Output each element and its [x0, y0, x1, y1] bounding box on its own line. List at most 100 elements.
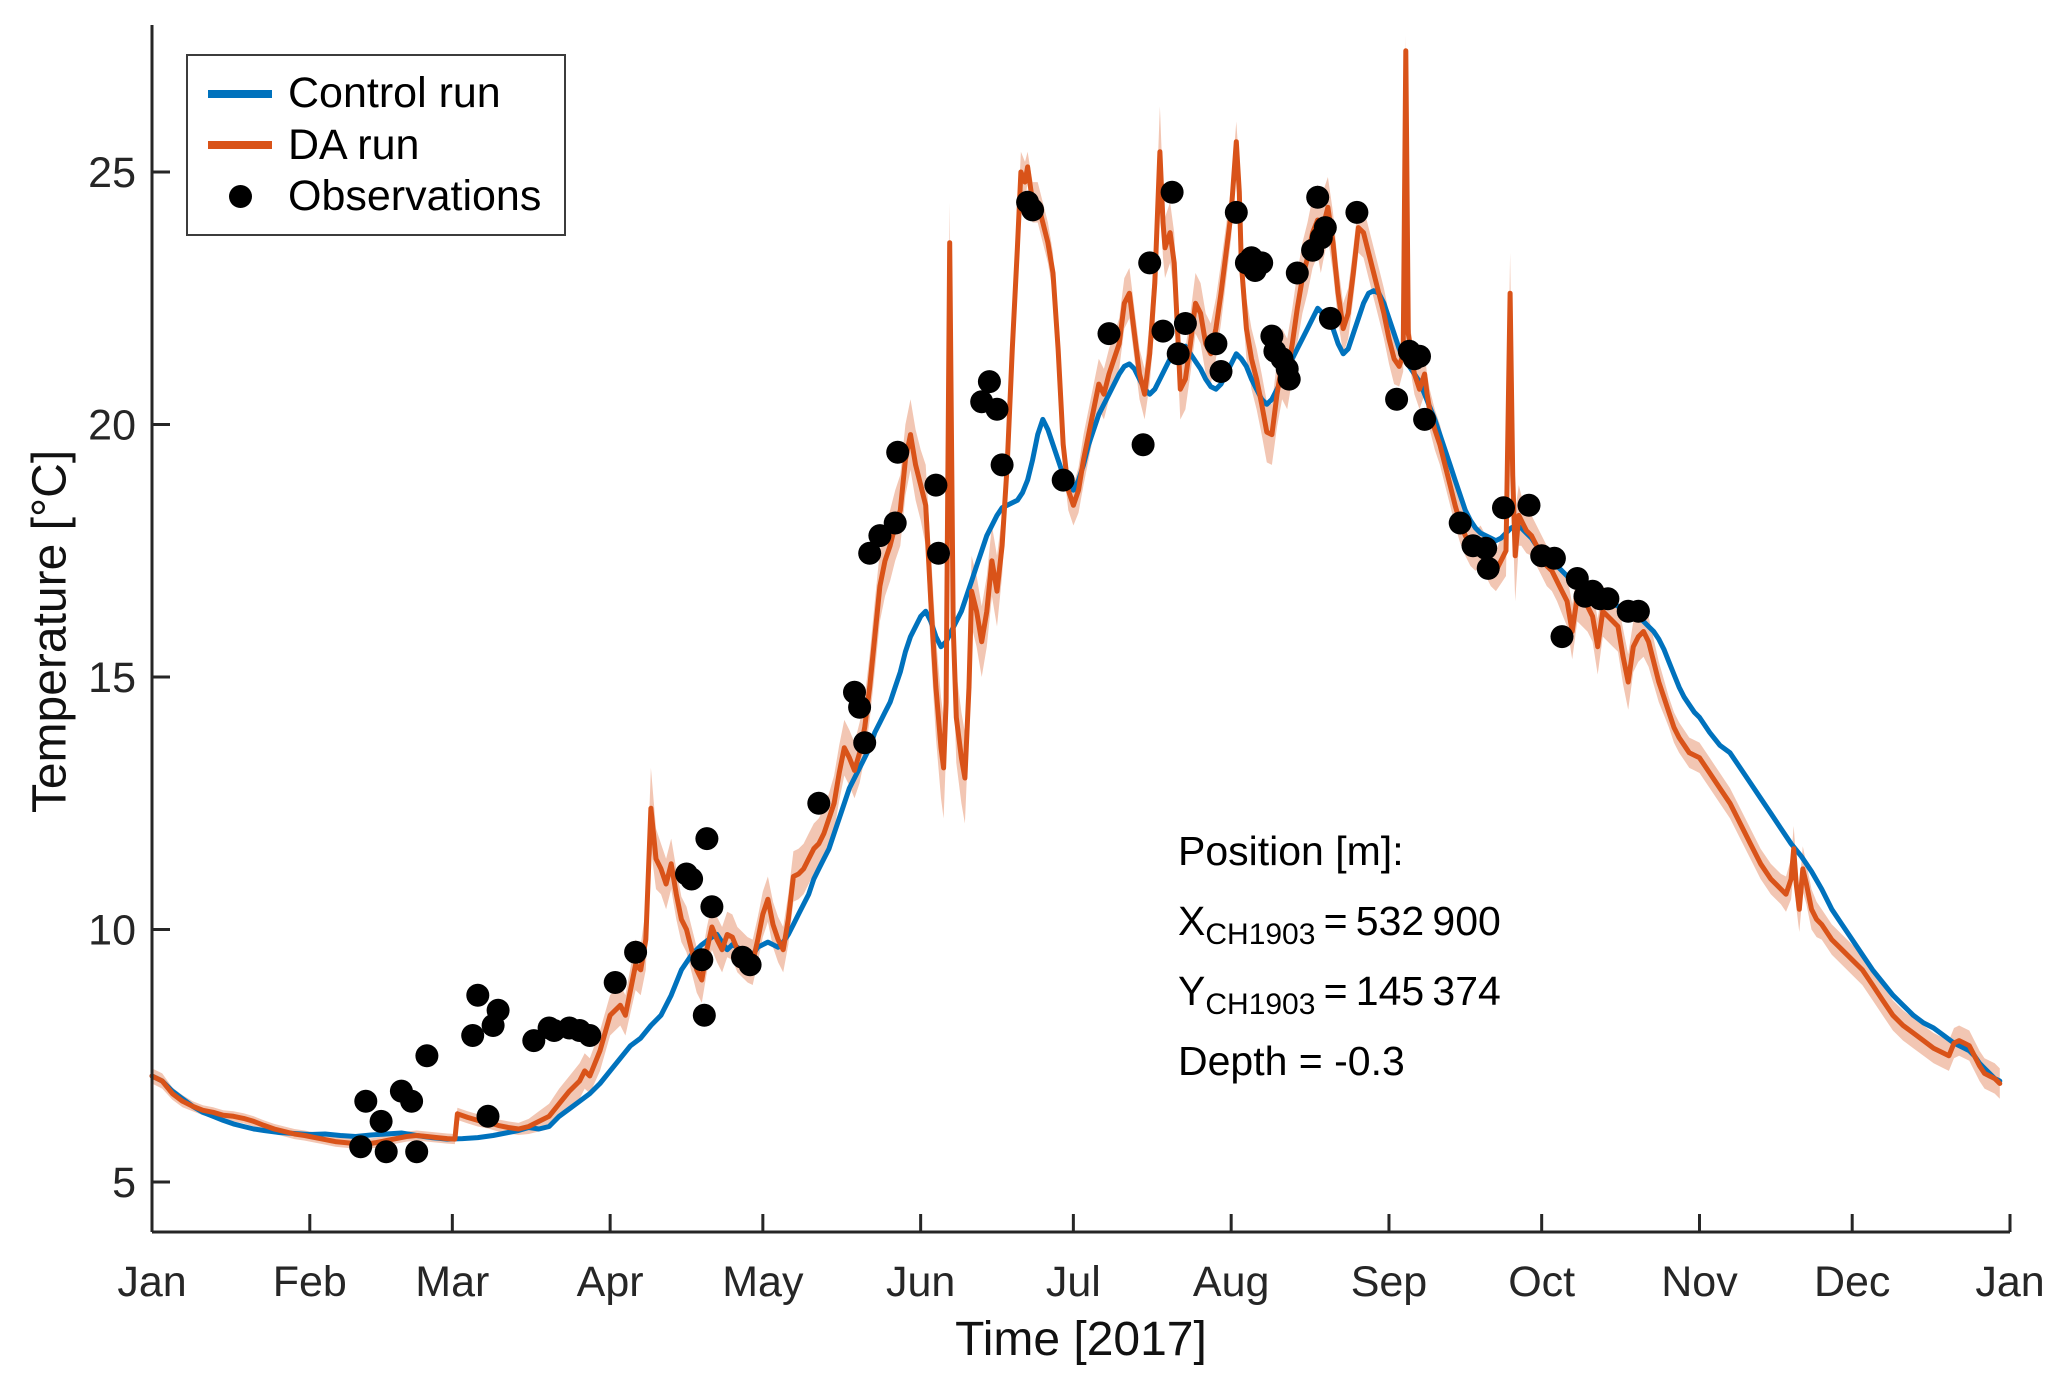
legend: Control run DA run Observations [186, 54, 566, 236]
x-coordinate-subscript: CH1903 [1205, 918, 1316, 952]
observation-point [354, 1089, 378, 1113]
observation-point [603, 971, 627, 994]
observation-point [1285, 261, 1309, 285]
observation-point [1160, 180, 1184, 204]
observation-point [349, 1135, 373, 1159]
observation-point [700, 895, 724, 919]
observation-point [848, 695, 872, 719]
annotation-title: Position [m]: [1178, 816, 1501, 886]
observation-point [578, 1024, 602, 1047]
x-tick-label: Nov [1661, 1258, 1738, 1306]
annotation-title-text: Position [m]: [1178, 828, 1404, 874]
x-tick-label: Apr [577, 1258, 644, 1306]
observation-point [924, 473, 948, 497]
observation-point [1277, 367, 1301, 391]
y-tick-label: 20 [88, 402, 136, 450]
orange-line-icon [208, 141, 272, 149]
observation-point [1413, 407, 1437, 431]
y-coordinate-subscript: CH1903 [1205, 988, 1316, 1022]
depth-value: Depth = -0.3 [1178, 1038, 1405, 1084]
observation-point [977, 370, 1001, 394]
observation-point [1565, 567, 1589, 590]
observation-point [415, 1044, 439, 1068]
observation-point [1318, 306, 1342, 330]
observation-point [695, 827, 719, 851]
observation-point [1542, 546, 1566, 570]
observation-point [466, 983, 490, 1007]
control-run-line-swatch [208, 89, 272, 98]
observation-point [1151, 319, 1175, 343]
observation-point [1204, 332, 1228, 356]
observation-point [522, 1029, 546, 1053]
annotation-depth-line: Depth = -0.3 [1178, 1026, 1501, 1096]
observation-point [692, 1003, 716, 1027]
observation-point [1408, 344, 1431, 368]
observation-point [1250, 251, 1274, 275]
observation-point [1476, 556, 1500, 580]
legend-label: Control run [288, 69, 501, 117]
observation-point [680, 867, 704, 891]
x-tick-label: Aug [1193, 1258, 1270, 1306]
x-tick-label: May [722, 1258, 804, 1306]
observation-point [1517, 493, 1541, 517]
y-axis-label: Temperature [°C] [23, 449, 77, 814]
observation-point [476, 1104, 500, 1128]
observation-point [1173, 312, 1197, 335]
y-coordinate-base: Y [1178, 968, 1206, 1014]
position-annotation: Position [m]: XCH1903 = 532 900 YCH1903 … [1178, 816, 1501, 1096]
observation-point [690, 948, 714, 972]
annotation-y-line: YCH1903 = 145 374 [1178, 956, 1501, 1026]
y-tick-label: 10 [88, 907, 136, 955]
y-coordinate-value: = 145 374 [1315, 968, 1501, 1014]
observation-point [1131, 433, 1155, 457]
x-tick-label: Feb [273, 1258, 347, 1306]
observation-point [883, 511, 907, 535]
observation-point [374, 1140, 398, 1164]
x-tick-label: Oct [1508, 1258, 1575, 1306]
y-tick-label: 25 [88, 149, 136, 197]
x-tick-label: Jan [117, 1258, 186, 1306]
observation-point [624, 940, 648, 964]
observations-marker-swatch [208, 185, 272, 208]
observation-point [1166, 342, 1190, 366]
x-axis-label: Time [2017] [955, 1313, 1207, 1366]
observation-point [858, 541, 882, 565]
observation-point [1626, 599, 1650, 623]
observation-point [1306, 185, 1330, 209]
observation-point [985, 397, 1009, 421]
y-tick-label: 15 [88, 654, 136, 702]
observation-point [405, 1140, 429, 1164]
observation-point [1313, 216, 1337, 240]
observation-point [1474, 536, 1498, 560]
x-coordinate-base: X [1178, 898, 1206, 944]
observation-point [400, 1089, 424, 1113]
blue-line-icon [208, 89, 272, 98]
observation-point [1345, 200, 1369, 224]
observation-point [486, 998, 510, 1022]
black-dot-icon [228, 185, 252, 208]
x-tick-label: Jun [886, 1258, 955, 1306]
observation-point [927, 541, 950, 565]
legend-label: Observations [288, 172, 542, 220]
observation-point [1550, 625, 1574, 649]
observation-point [1224, 200, 1248, 224]
observation-point [1448, 511, 1472, 535]
da-run-line-swatch [208, 141, 272, 149]
x-tick-label: Jul [1046, 1258, 1101, 1306]
observation-point [461, 1024, 485, 1047]
legend-item-control-run: Control run [208, 72, 544, 115]
observation-point [1385, 387, 1409, 411]
observation-point [1021, 198, 1045, 222]
observation-point [1209, 360, 1233, 383]
x-coordinate-value: = 532 900 [1315, 898, 1501, 944]
observation-point [1051, 468, 1075, 492]
observation-point [853, 731, 877, 755]
observation-point [369, 1109, 393, 1133]
observation-point [868, 524, 892, 548]
legend-label: DA run [288, 120, 420, 169]
observation-point [990, 453, 1014, 477]
observation-point [1492, 496, 1515, 520]
x-tick-label: Mar [415, 1258, 489, 1306]
